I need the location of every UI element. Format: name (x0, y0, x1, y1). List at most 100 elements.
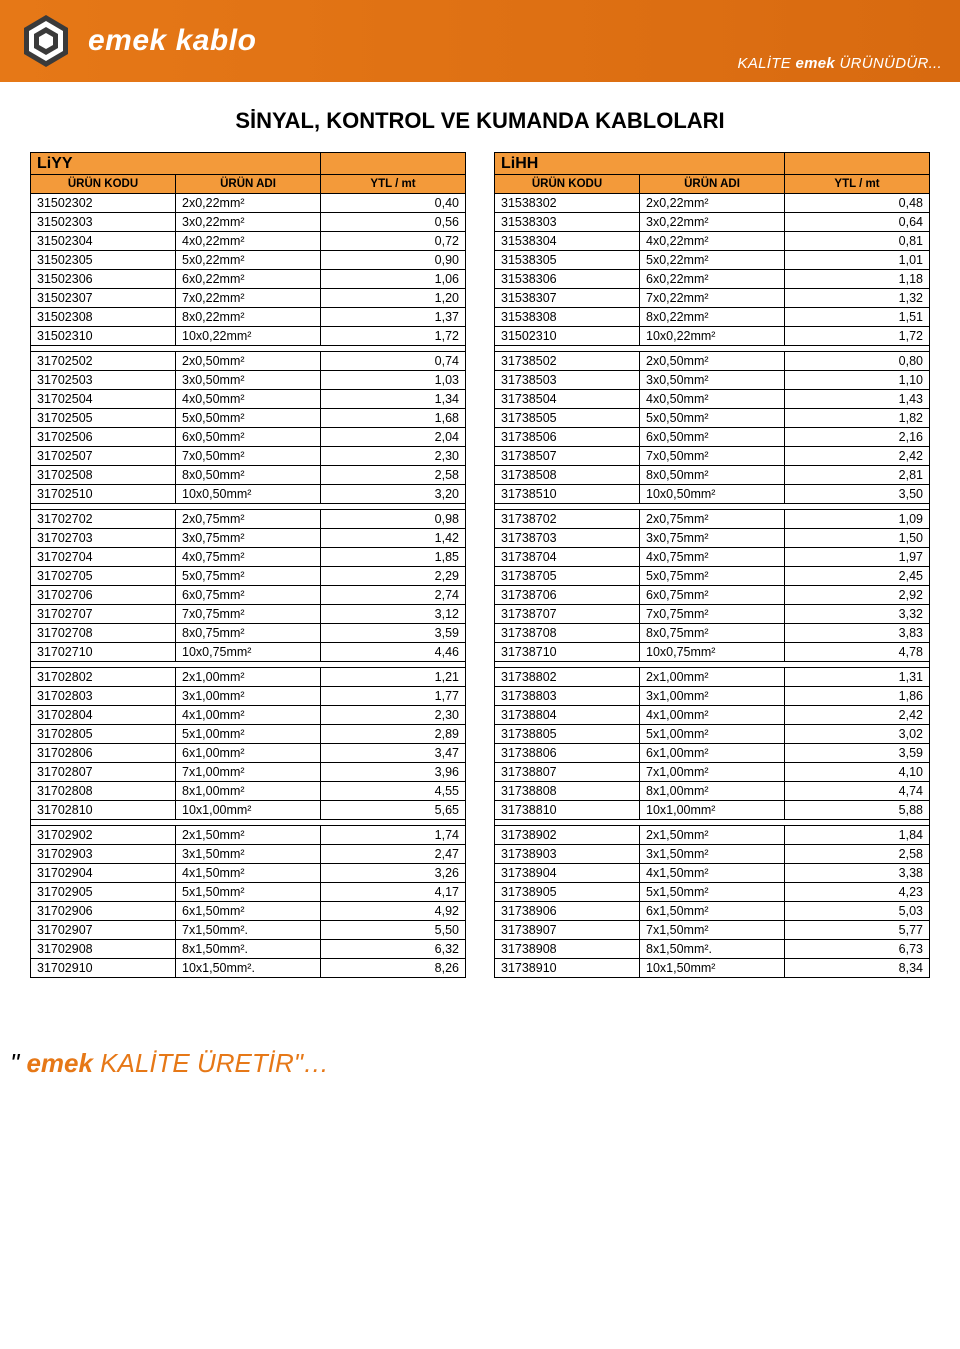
cell-code: 31502310 (495, 327, 640, 346)
cell-name: 5x0,75mm² (640, 567, 785, 586)
cell-price: 6,73 (785, 940, 930, 959)
cell-code: 31502307 (31, 289, 176, 308)
cell-name: 3x0,75mm² (176, 529, 321, 548)
cell-code: 31702708 (31, 624, 176, 643)
table-row: 317385044x0,50mm²1,43 (495, 390, 930, 409)
cell-price: 2,30 (321, 447, 466, 466)
table-title-right (785, 153, 930, 175)
cell-code: 31738506 (495, 428, 640, 447)
cell-name: 3x0,50mm² (176, 371, 321, 390)
table-row: 317029022x1,50mm²1,74 (31, 826, 466, 845)
cell-name: 2x1,00mm² (176, 668, 321, 687)
table-row: 315383055x0,22mm²1,01 (495, 251, 930, 270)
cell-name: 6x0,22mm² (640, 270, 785, 289)
cell-price: 0,98 (321, 510, 466, 529)
cell-code: 31702807 (31, 763, 176, 782)
cell-price: 2,42 (785, 706, 930, 725)
table-row: 317025077x0,50mm²2,30 (31, 447, 466, 466)
cell-code: 31738902 (495, 826, 640, 845)
cell-code: 31702508 (31, 466, 176, 485)
cell-code: 31738707 (495, 605, 640, 624)
table-row: 317028055x1,00mm²2,89 (31, 725, 466, 744)
cell-name: 2x0,75mm² (640, 510, 785, 529)
cell-name: 10x0,75mm² (640, 643, 785, 662)
col-code: ÜRÜN KODU (495, 175, 640, 194)
table-row: 3170281010x1,00mm²5,65 (31, 801, 466, 820)
cell-code: 31738706 (495, 586, 640, 605)
cell-code: 31738907 (495, 921, 640, 940)
cell-price: 4,74 (785, 782, 930, 801)
cell-price: 1,18 (785, 270, 930, 289)
table-row: 3170251010x0,50mm²3,20 (31, 485, 466, 504)
cell-code: 31738810 (495, 801, 640, 820)
cell-price: 1,68 (321, 409, 466, 428)
cell-code: 31738802 (495, 668, 640, 687)
cell-name: 2x1,00mm² (640, 668, 785, 687)
cell-name: 4x0,75mm² (176, 548, 321, 567)
cell-name: 3x1,50mm² (176, 845, 321, 864)
cell-price: 4,10 (785, 763, 930, 782)
table-row: 317028033x1,00mm²1,77 (31, 687, 466, 706)
cell-code: 31538307 (495, 289, 640, 308)
cell-code: 31702505 (31, 409, 176, 428)
table-row: 317389055x1,50mm²4,23 (495, 883, 930, 902)
cell-code: 31738508 (495, 466, 640, 485)
col-code: ÜRÜN KODU (31, 175, 176, 194)
table-row: 315023022x0,22mm²0,40 (31, 194, 466, 213)
cell-price: 1,21 (321, 668, 466, 687)
table-row: 317385022x0,50mm²0,80 (495, 352, 930, 371)
cell-price: 0,72 (321, 232, 466, 251)
cell-name: 6x0,75mm² (640, 586, 785, 605)
tagline-post: ÜRÜNÜDÜR... (835, 55, 942, 72)
cell-price: 0,80 (785, 352, 930, 371)
cell-name: 7x1,00mm² (640, 763, 785, 782)
cell-code: 31702806 (31, 744, 176, 763)
cell-name: 8x0,22mm² (640, 308, 785, 327)
cell-price: 2,30 (321, 706, 466, 725)
cell-price: 3,50 (785, 485, 930, 504)
cell-price: 4,55 (321, 782, 466, 801)
brand-name: emek kablo (88, 24, 256, 58)
cell-name: 2x1,50mm² (176, 826, 321, 845)
cell-name: 10x1,00mm² (640, 801, 785, 820)
footer-bold: emek (26, 1048, 93, 1078)
table-row: 315023033x0,22mm²0,56 (31, 213, 466, 232)
cell-name: 8x1,50mm². (176, 940, 321, 959)
cell-name: 8x0,22mm² (176, 308, 321, 327)
table-row: 315023088x0,22mm²1,37 (31, 308, 466, 327)
cell-price: 5,50 (321, 921, 466, 940)
cell-code: 31538308 (495, 308, 640, 327)
cell-name: 6x0,50mm² (176, 428, 321, 447)
table-row: 3150231010x0,22mm²1,72 (495, 327, 930, 346)
table-row: 317388088x1,00mm²4,74 (495, 782, 930, 801)
cell-code: 31502308 (31, 308, 176, 327)
cell-price: 2,58 (321, 466, 466, 485)
cell-name: 8x0,50mm² (640, 466, 785, 485)
cell-code: 31702810 (31, 801, 176, 820)
table-row: 317387033x0,75mm²1,50 (495, 529, 930, 548)
cell-price: 1,42 (321, 529, 466, 548)
cell-name: 4x0,22mm² (640, 232, 785, 251)
cell-price: 4,78 (785, 643, 930, 662)
cell-price: 1,97 (785, 548, 930, 567)
table-row: 3170291010x1,50mm².8,26 (31, 959, 466, 978)
cell-price: 2,47 (321, 845, 466, 864)
cell-price: 3,59 (785, 744, 930, 763)
cell-code: 31702503 (31, 371, 176, 390)
col-name: ÜRÜN ADI (640, 175, 785, 194)
header-banner: emek kablo KALİTE emek ÜRÜNÜDÜR... (0, 0, 960, 82)
cell-code: 31702908 (31, 940, 176, 959)
table-row: 317025055x0,50mm²1,68 (31, 409, 466, 428)
cell-name: 10x0,50mm² (640, 485, 785, 504)
cell-name: 7x0,22mm² (640, 289, 785, 308)
cell-code: 31702905 (31, 883, 176, 902)
cell-code: 31738808 (495, 782, 640, 801)
cell-name: 3x0,75mm² (640, 529, 785, 548)
table-row: 317028044x1,00mm²2,30 (31, 706, 466, 725)
cell-price: 2,45 (785, 567, 930, 586)
cell-price: 2,92 (785, 586, 930, 605)
table-row: 317027044x0,75mm²1,85 (31, 548, 466, 567)
cell-price: 1,43 (785, 390, 930, 409)
cell-code: 31702808 (31, 782, 176, 801)
cell-name: 6x0,50mm² (640, 428, 785, 447)
